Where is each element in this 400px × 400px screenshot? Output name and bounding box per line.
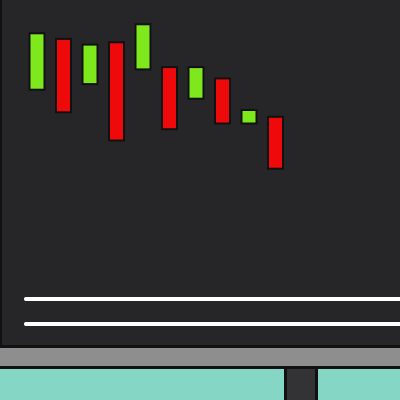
background-wall xyxy=(0,369,400,400)
candle-up-7 xyxy=(187,66,205,100)
screen-edge xyxy=(0,0,2,345)
candlestick-chart xyxy=(24,23,400,326)
candle-down-6 xyxy=(161,66,178,131)
candle-up-5 xyxy=(134,23,152,71)
monitor-bezel xyxy=(0,345,400,369)
candle-down-4 xyxy=(108,41,125,142)
candle-down-8 xyxy=(214,77,231,125)
candle-up-9 xyxy=(240,109,258,125)
candle-down-10 xyxy=(267,115,284,170)
monitor-stand xyxy=(284,369,318,400)
candle-up-1 xyxy=(28,32,46,91)
candle-down-2 xyxy=(55,37,72,114)
monitor-screen xyxy=(0,0,400,345)
candle-up-3 xyxy=(81,43,99,86)
